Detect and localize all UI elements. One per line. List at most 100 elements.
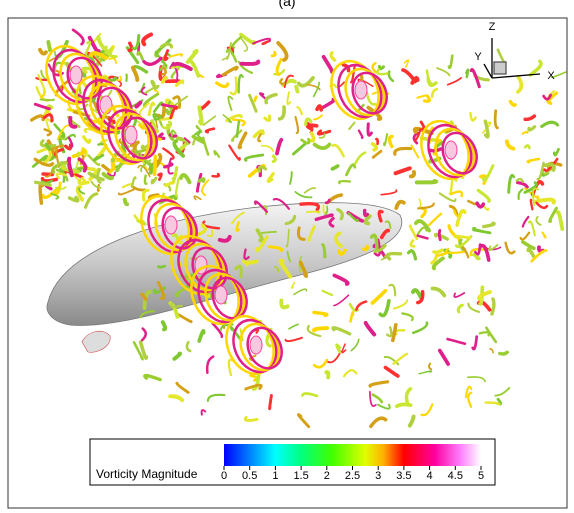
frame [7,17,568,509]
rotor-tip-vortex [121,116,158,160]
vortex-filament [77,103,89,111]
vortex-filament [152,101,164,113]
vortex-filament [263,114,272,122]
vortex-filament [304,117,313,126]
vortex-filament [241,259,259,265]
vortex-filament [386,326,393,338]
rotor-tip-vortex [351,71,388,115]
vortex-filament [373,238,382,257]
vortex-filament [347,212,359,223]
vortex-filament [138,102,150,117]
vortex-filament [412,126,434,136]
vortex-filament [279,78,286,86]
vortex-filament [420,206,427,219]
y-label: Y [474,51,482,63]
vortex-filament [45,118,52,131]
vortex-filament [337,180,352,185]
vortex-filament [237,131,248,150]
vortex-filament [60,163,80,174]
vortex-filament [417,202,435,210]
vortex-filament [142,290,153,310]
vortex-filament [38,47,48,56]
vortex-filament [64,133,76,141]
vortex-filament [312,310,329,317]
vortex-filament [385,251,403,261]
vortex-filament [30,114,45,122]
vortex-filament [130,65,140,82]
vortex-filament [401,312,414,322]
vortex-filament [89,51,108,60]
vortex-filament [387,134,394,149]
vortex-filament [527,125,537,132]
vortex-filament [331,143,345,158]
vortex-filament [427,212,443,227]
vortex-filament [221,65,239,77]
vortex-filament [40,177,59,183]
vortex-filament [232,118,246,127]
vortex-filament [213,150,221,158]
vortex-filament [87,154,101,167]
vortex-filament [252,129,265,139]
vortex-filament [235,120,241,138]
vortex-filament [309,131,316,143]
vortex-filament [311,326,330,333]
vortex-filament [206,393,226,402]
vortex-filament [410,76,420,85]
vortex-filament [159,64,168,72]
vortex-filament [528,59,543,77]
vortex-filament [431,256,445,271]
vortex-filament [350,338,360,352]
vortex-filament [369,390,377,407]
vortex-filament [31,154,48,168]
vortex-filament [157,104,166,119]
vortex-filament [152,154,158,177]
vortex-filament [77,187,86,195]
vortex-filament [377,64,385,71]
vortex-filament [227,95,234,112]
vortex-filament [535,201,549,210]
vortex-filament [141,32,154,47]
vortex-filament [108,57,117,64]
vortex-filament [548,206,558,224]
vortex-filament [140,292,148,301]
vortex-filament [349,311,355,323]
vortex-filament [298,260,309,278]
colorbar-label: Vorticity Magnitude [96,467,198,481]
vortex-filament [244,383,263,391]
vortex-filament [430,286,447,298]
vortex-filament [523,144,531,150]
vortex-filament [394,199,406,210]
vortex-filament [163,49,170,62]
vortex-filament [416,289,425,305]
vortex-filament [200,409,207,416]
vortex-filament [239,59,261,66]
vortex-filament [131,34,141,51]
vortex-filament [493,109,499,130]
vortex-filament [453,292,466,298]
vortex-filament [299,201,321,212]
vortex-filament [90,180,102,189]
vortex-filament [168,53,184,58]
vortex-filament [157,172,163,181]
vortex-filament [407,414,416,428]
rotor-tip-vortex [161,206,198,250]
vortex-filament [324,205,329,216]
vortex-filament [271,154,277,164]
vortex-filament [83,192,99,209]
vortex-filament [335,343,342,354]
vortex-filament [472,253,481,261]
vortex-filament [143,373,162,382]
vortex-filament [467,302,480,313]
vortex-filament [197,329,206,343]
vortex-filament [227,358,234,377]
vortex-filament [484,401,501,406]
vortex-filament [234,264,243,279]
vortex-filament [362,244,370,252]
vortex-filament [134,100,143,109]
vortex-filament [46,40,52,53]
vortex-filament [294,84,300,94]
axis-triad [483,38,541,79]
colorbar-tick-label: 5 [478,470,484,482]
vortex-filament [343,369,358,378]
